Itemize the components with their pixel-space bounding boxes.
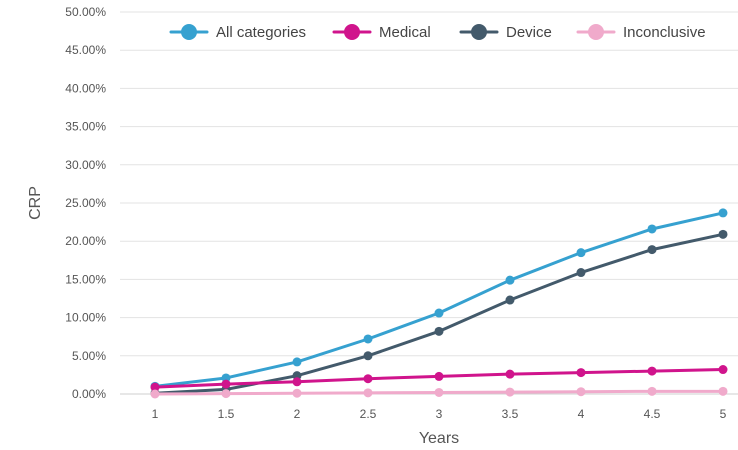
data-point [363, 351, 373, 361]
data-point [505, 387, 515, 397]
data-point [718, 365, 728, 375]
x-axis-tick-labels: 1 1.5 2 2.5 3 3.5 4 4.5 5 [152, 407, 727, 421]
legend-item[interactable]: All categories [169, 24, 306, 41]
legend-marker [181, 24, 197, 40]
data-point [576, 268, 586, 278]
y-tick-label: 25.00% [65, 196, 106, 210]
y-tick-label: 45.00% [65, 43, 106, 57]
x-tick-label: 3.5 [502, 407, 519, 421]
grid-lines [120, 11, 738, 395]
data-point [221, 389, 231, 399]
data-point [221, 379, 231, 389]
data-point [647, 224, 657, 234]
data-point [292, 357, 302, 367]
legend-label: Medical [379, 24, 431, 41]
data-point [718, 208, 728, 218]
data-point [576, 248, 586, 258]
y-tick-label: 10.00% [65, 311, 106, 325]
y-tick-label: 40.00% [65, 81, 106, 95]
legend-marker [344, 24, 360, 40]
data-point [576, 368, 586, 378]
x-axis-title: Years [419, 430, 459, 447]
y-tick-label: 30.00% [65, 158, 106, 172]
legend-label: All categories [216, 24, 306, 41]
legend-label: Device [506, 24, 552, 41]
legend-label: Inconclusive [623, 24, 706, 41]
data-point [505, 369, 515, 379]
legend-item[interactable]: Device [459, 24, 552, 41]
x-tick-label: 1 [152, 407, 159, 421]
data-point [718, 229, 728, 239]
data-point [505, 295, 515, 305]
x-tick-label: 2.5 [360, 407, 377, 421]
data-point [718, 386, 728, 396]
data-point [363, 374, 373, 384]
y-tick-label: 50.00% [65, 5, 106, 19]
data-point [576, 387, 586, 397]
legend-marker [588, 24, 604, 40]
data-point [150, 389, 160, 399]
data-point [363, 334, 373, 344]
data-point [647, 245, 657, 255]
series-line [153, 211, 725, 388]
legend-item[interactable]: Medical [332, 24, 431, 41]
data-point [434, 308, 444, 318]
y-axis-tick-labels: 0.00% 5.00% 10.00% 15.00% 20.00% 25.00% 30.00%… [65, 5, 106, 401]
y-tick-label: 15.00% [65, 272, 106, 286]
data-point [647, 366, 657, 376]
legend: All categories Medical Device Inconclusive [169, 24, 706, 41]
x-tick-label: 1.5 [218, 407, 235, 421]
legend-item[interactable]: Inconclusive [576, 24, 706, 41]
data-point [292, 377, 302, 387]
data-point [363, 388, 373, 398]
x-tick-label: 4 [578, 407, 585, 421]
y-tick-label: 5.00% [72, 349, 106, 363]
data-point [505, 275, 515, 285]
data-point [292, 388, 302, 398]
series-lines [150, 208, 728, 399]
x-tick-label: 4.5 [644, 407, 661, 421]
data-point [434, 387, 444, 397]
y-tick-label: 0.00% [72, 387, 106, 401]
x-tick-label: 5 [720, 407, 727, 421]
legend-marker [471, 24, 487, 40]
series-medical [150, 365, 728, 392]
x-tick-label: 2 [294, 407, 301, 421]
data-point [647, 386, 657, 396]
data-point [150, 382, 160, 392]
data-point [434, 326, 444, 336]
data-point [434, 371, 444, 381]
y-axis-title: CRP [27, 186, 44, 220]
series-all-categories [150, 208, 728, 391]
series-inconclusive [150, 386, 728, 399]
y-tick-label: 20.00% [65, 234, 106, 248]
y-tick-label: 35.00% [65, 120, 106, 134]
x-tick-label: 3 [436, 407, 443, 421]
